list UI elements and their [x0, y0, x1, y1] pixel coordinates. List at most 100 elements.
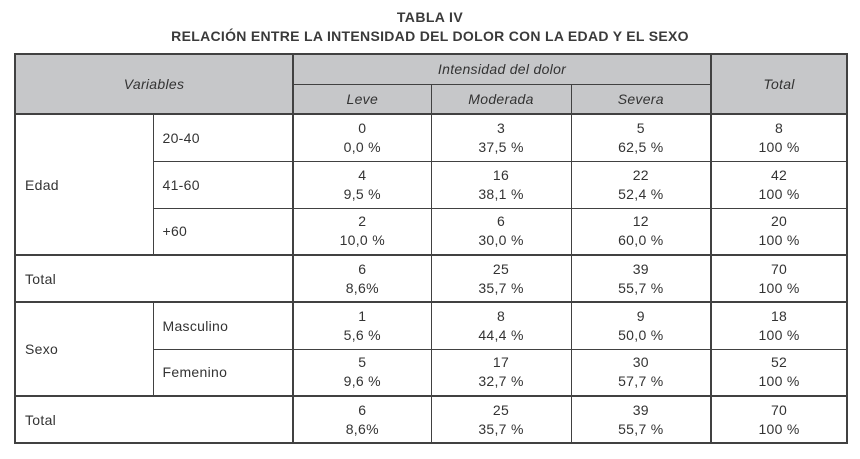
count-value: 5 — [358, 354, 367, 371]
table-number-title: TABLA IV — [396, 9, 464, 25]
cell-20-40-total: 8 100 % — [710, 113, 848, 162]
cell-total-edad-moderada: 25 35,7 % — [430, 254, 572, 303]
count-value: 42 — [770, 166, 788, 183]
count-value: 5 — [636, 119, 645, 136]
header-variables-cell: Variables — [14, 53, 294, 115]
percent-value: 5,6 % — [343, 326, 381, 343]
percent-value: 50,0 % — [618, 326, 664, 343]
cell-20-40-moderada: 3 37,5 % — [430, 113, 572, 162]
count-value: 52 — [770, 354, 788, 371]
cell-masculino-severa: 9 50,0 % — [570, 301, 712, 350]
total-sexo-label-cell: Total — [14, 395, 294, 444]
count-value: 1 — [358, 307, 367, 324]
percent-value: 30,0 % — [478, 232, 524, 249]
cell-plus60-leve: 2 10,0 % — [292, 207, 432, 256]
count-value: 0 — [358, 119, 367, 136]
percent-value: 35,7 % — [478, 420, 524, 437]
header-leve-cell: Leve — [292, 83, 432, 115]
percent-value: 8,6% — [345, 279, 379, 296]
percent-value: 35,7 % — [478, 279, 524, 296]
header-moderada-cell: Moderada — [430, 83, 572, 115]
percent-value: 0,0 % — [343, 138, 381, 155]
count-value: 6 — [358, 260, 367, 277]
cell-plus60-severa: 12 60,0 % — [570, 207, 712, 256]
cell-femenino-total: 52 100 % — [710, 348, 848, 397]
percent-value: 37,5 % — [478, 138, 524, 155]
percent-value: 100 % — [758, 185, 800, 202]
cell-41-60-severa: 22 52,4 % — [570, 160, 712, 209]
count-value: 25 — [492, 260, 510, 277]
row-label-plus60: +60 — [152, 207, 294, 256]
percent-value: 55,7 % — [618, 279, 664, 296]
percent-value: 10,0 % — [339, 232, 385, 249]
header-intensity-group-cell: Intensidad del dolor — [292, 53, 712, 85]
table-subtitle: RELACIÓN ENTRE LA INTENSIDAD DEL DOLOR C… — [171, 28, 689, 44]
percent-value: 100 % — [758, 138, 800, 155]
header-total-cell: Total — [710, 53, 848, 115]
percent-value: 55,7 % — [618, 420, 664, 437]
count-value: 16 — [492, 166, 510, 183]
percent-value: 62,5 % — [618, 138, 664, 155]
percent-value: 9,5 % — [343, 185, 381, 202]
count-value: 6 — [496, 213, 506, 230]
row-label-20-40: 20-40 — [152, 113, 294, 162]
cell-masculino-leve: 1 5,6 % — [292, 301, 432, 350]
percent-value: 38,1 % — [478, 185, 524, 202]
cell-femenino-leve: 5 9,6 % — [292, 348, 432, 397]
count-value: 39 — [632, 401, 649, 418]
count-value: 3 — [496, 119, 506, 136]
count-value: 8 — [775, 119, 784, 136]
cell-femenino-severa: 30 57,7 % — [570, 348, 712, 397]
cell-plus60-moderada: 6 30,0 % — [430, 207, 572, 256]
cell-masculino-total: 18 100 % — [710, 301, 848, 350]
percent-value: 32,7 % — [478, 373, 524, 390]
percent-value: 8,6% — [345, 420, 379, 437]
cell-femenino-moderada: 17 32,7 % — [430, 348, 572, 397]
group-edad-cell: Edad — [14, 113, 154, 256]
cell-total-sexo-total: 70 100 % — [710, 395, 848, 444]
header-severa-cell: Severa — [570, 83, 712, 115]
cell-masculino-moderada: 8 44,4 % — [430, 301, 572, 350]
percent-value: 100 % — [758, 279, 800, 296]
cell-total-edad-total: 70 100 % — [710, 254, 848, 303]
percent-value: 100 % — [758, 232, 800, 249]
data-table: Variables Intensidad del dolor Total Lev… — [14, 53, 849, 444]
percent-value: 100 % — [758, 326, 800, 343]
total-edad-label-cell: Total — [14, 254, 294, 303]
row-label-masculino: Masculino — [152, 301, 294, 350]
count-value: 22 — [632, 166, 649, 183]
count-value: 25 — [492, 401, 510, 418]
cell-total-edad-severa: 39 55,7 % — [570, 254, 712, 303]
percent-value: 100 % — [758, 373, 800, 390]
count-value: 39 — [632, 260, 649, 277]
percent-value: 52,4 % — [618, 185, 664, 202]
count-value: 18 — [770, 307, 788, 324]
cell-plus60-total: 20 100 % — [710, 207, 848, 256]
cell-20-40-severa: 5 62,5 % — [570, 113, 712, 162]
count-value: 20 — [770, 213, 788, 230]
row-label-41-60: 41-60 — [152, 160, 294, 209]
count-value: 9 — [636, 307, 645, 324]
cell-total-sexo-moderada: 25 35,7 % — [430, 395, 572, 444]
row-label-femenino: Femenino — [152, 348, 294, 397]
cell-total-sexo-leve: 6 8,6% — [292, 395, 432, 444]
percent-value: 100 % — [758, 420, 800, 437]
count-value: 12 — [632, 213, 649, 230]
cell-41-60-leve: 4 9,5 % — [292, 160, 432, 209]
cell-41-60-moderada: 16 38,1 % — [430, 160, 572, 209]
percent-value: 9,6 % — [343, 373, 381, 390]
count-value: 6 — [358, 401, 367, 418]
count-value: 30 — [632, 354, 649, 371]
percent-value: 60,0 % — [618, 232, 664, 249]
cell-20-40-leve: 0 0,0 % — [292, 113, 432, 162]
count-value: 70 — [770, 260, 788, 277]
count-value: 4 — [358, 166, 367, 183]
group-sexo-cell: Sexo — [14, 301, 154, 397]
count-value: 2 — [358, 213, 367, 230]
percent-value: 57,7 % — [618, 373, 664, 390]
cell-total-sexo-severa: 39 55,7 % — [570, 395, 712, 444]
cell-total-edad-leve: 6 8,6% — [292, 254, 432, 303]
count-value: 70 — [770, 401, 788, 418]
cell-41-60-total: 42 100 % — [710, 160, 848, 209]
